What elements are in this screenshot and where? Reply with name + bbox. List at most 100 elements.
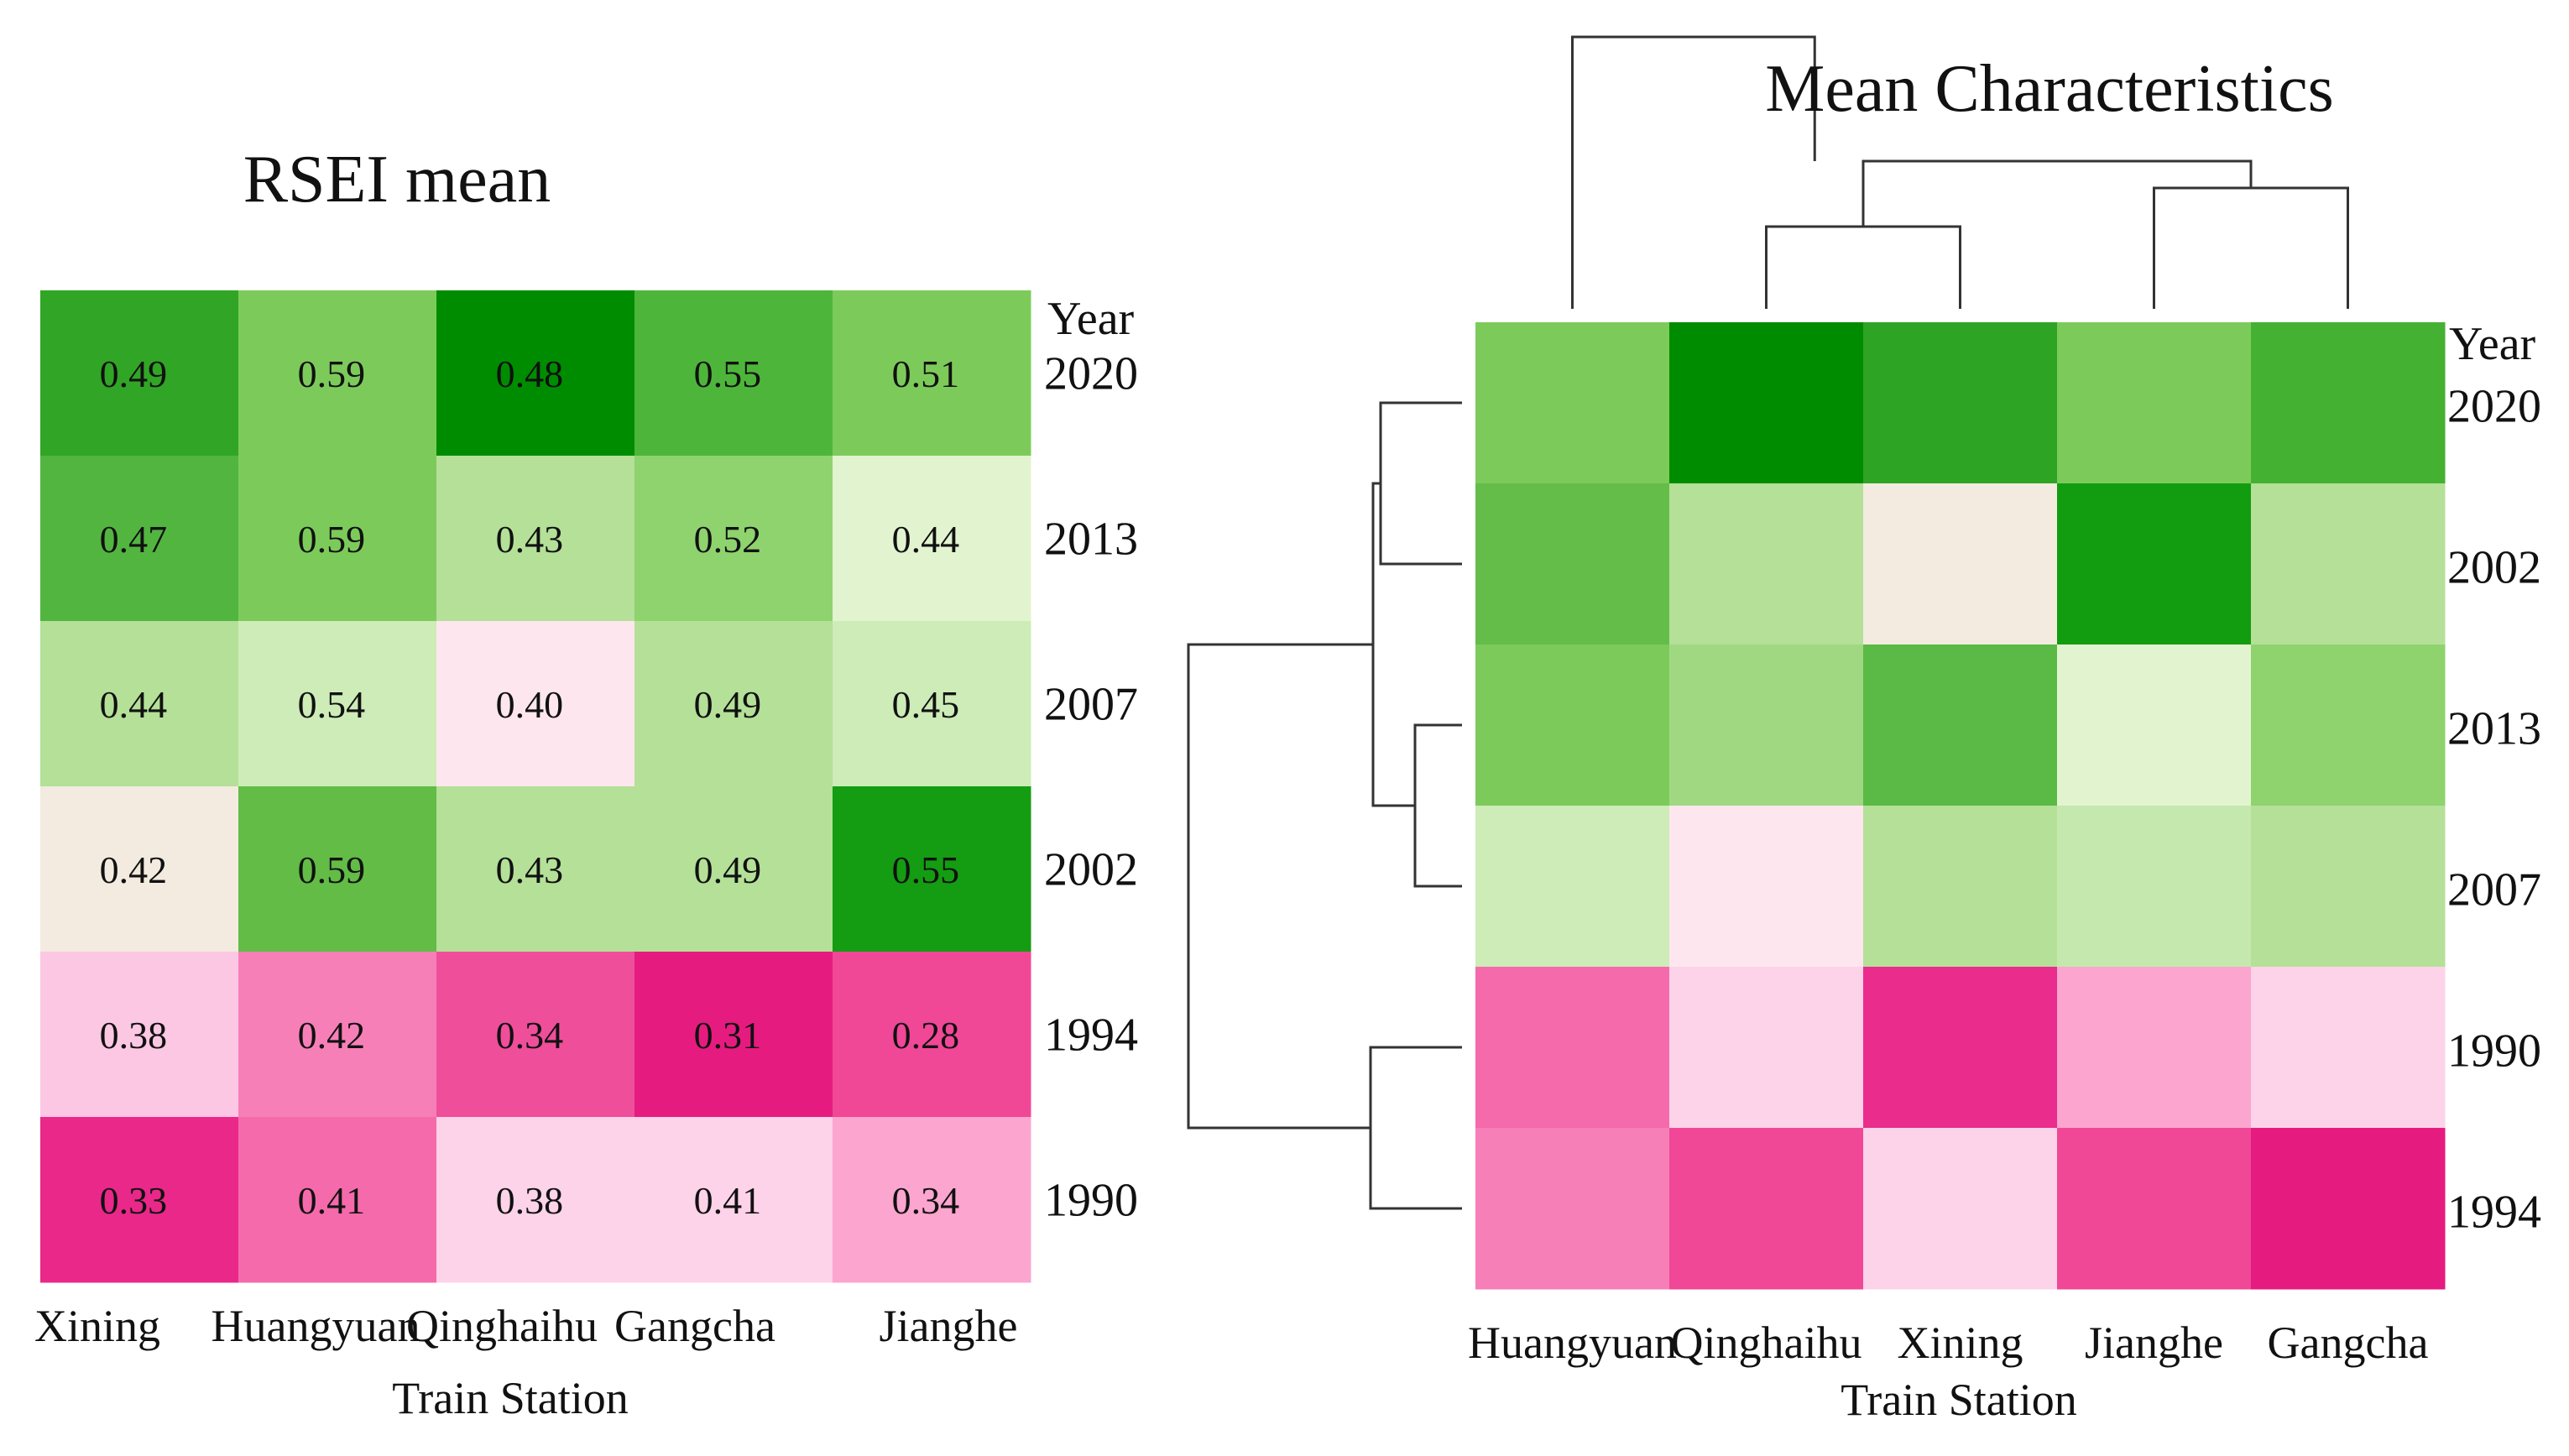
cell-huangyuan-1994: [238, 952, 437, 1118]
cell-jianghe-1994: [2057, 1128, 2252, 1290]
cell-gangcha-2002: [2251, 483, 2446, 645]
cell-gangcha-1994: [634, 952, 833, 1118]
row-dendrogram: [1187, 401, 1462, 1210]
cell-qinghaihu-2020: [1669, 322, 1864, 484]
rsei-mean-x-axis-label: Train Station: [392, 1373, 629, 1423]
cell-value-huangyuan-2020: 0.59: [298, 352, 366, 395]
cell-value-qinghaihu-1990: 0.38: [496, 1179, 564, 1222]
cell-value-huangyuan-2013: 0.59: [298, 518, 366, 561]
cell-xining-2007: [40, 621, 239, 787]
cell-value-xining-2020: 0.49: [100, 352, 168, 395]
year-label-2013: 2013: [1044, 513, 1138, 565]
cell-value-gangcha-2013: 0.52: [694, 518, 762, 561]
cell-xining-2020: [40, 290, 239, 457]
cell-value-huangyuan-2002: 0.59: [298, 848, 366, 891]
cell-value-qinghaihu-2002: 0.43: [496, 848, 564, 891]
cell-value-huangyuan-1994: 0.42: [298, 1014, 366, 1057]
year-label-1990: 1990: [1044, 1174, 1138, 1226]
cell-qinghaihu-2020: [436, 290, 635, 457]
rsei-mean-year-labels: 2020 2013 2007 2002 1994 1990: [1044, 347, 1138, 1226]
cell-gangcha-2020: [2251, 322, 2446, 484]
cell-gangcha-2013: [634, 456, 833, 622]
cell-qinghaihu-1990: [1669, 967, 1864, 1129]
cell-value-qinghaihu-2007: 0.40: [496, 683, 564, 726]
year-label-2002: 2002: [2447, 541, 2541, 593]
cell-value-xining-2013: 0.47: [100, 518, 168, 561]
cell-huangyuan-1990: [1475, 967, 1670, 1129]
cell-gangcha-2013: [2251, 645, 2446, 806]
rsei-mean-year-header: Year: [1047, 293, 1135, 345]
mean-characteristics-heatmap: Mean Characteristics Year 20202002201320…: [1187, 35, 2541, 1425]
cell-huangyuan-2002: [1475, 483, 1670, 645]
year-label-2020: 2020: [1044, 347, 1138, 399]
cell-value-xining-1994: 0.38: [100, 1014, 168, 1057]
cell-xining-2013: [1863, 645, 2058, 806]
row-branch-2013-2007: [1413, 723, 1462, 888]
cell-xining-1990: [40, 1117, 239, 1283]
cell-value-gangcha-1994: 0.31: [694, 1014, 762, 1057]
cell-gangcha-1990: [2251, 967, 2446, 1129]
cell-qinghaihu-2013: [436, 456, 635, 622]
cell-huangyuan-2002: [238, 786, 437, 952]
cell-value-huangyuan-1990: 0.41: [298, 1179, 366, 1222]
cell-jianghe-1994: [833, 952, 1031, 1118]
cell-huangyuan-2020: [238, 290, 437, 457]
cell-jianghe-2013: [833, 456, 1031, 622]
cell-value-qinghaihu-1994: 0.34: [496, 1014, 564, 1057]
cell-value-qinghaihu-2013: 0.43: [496, 518, 564, 561]
col-branch-qinghaihu-xining: [1765, 225, 1961, 309]
col-branch-root: [1571, 35, 1816, 309]
row-branch-root: [1187, 643, 1373, 1130]
cell-value-jianghe-2007: 0.45: [892, 683, 960, 726]
rsei-mean-cells: 0.49 0.59 0.48 0.55 0.51 0.47 0.59 0.43 0.52 0.44…: [40, 290, 1031, 1283]
cell-huangyuan-1994: [1475, 1128, 1670, 1290]
year-label-2002: 2002: [1044, 843, 1138, 895]
cell-gangcha-2007: [634, 621, 833, 787]
cell-value-gangcha-2007: 0.49: [694, 683, 762, 726]
cell-gangcha-2020: [634, 290, 833, 457]
cell-xining-2013: [40, 456, 239, 622]
cell-qinghaihu-2002: [436, 786, 635, 952]
cell-value-jianghe-1990: 0.34: [892, 1179, 960, 1222]
cell-qinghaihu-2007: [1669, 806, 1864, 968]
row-branch-2020-2002: [1379, 401, 1462, 566]
cell-value-jianghe-2013: 0.44: [892, 518, 960, 561]
column-dendrogram: [1571, 35, 2349, 309]
cell-value-gangcha-2020: 0.55: [694, 352, 762, 395]
cell-jianghe-2013: [2057, 645, 2252, 806]
cell-jianghe-2002: [2057, 483, 2252, 645]
row-branch-1990-1994: [1369, 1046, 1462, 1210]
cell-qinghaihu-2002: [1669, 483, 1864, 645]
cell-jianghe-2020: [833, 290, 1031, 457]
cell-jianghe-1990: [833, 1117, 1031, 1283]
cell-value-jianghe-2002: 0.55: [892, 848, 960, 891]
col-branch-jianghe-gangcha: [2153, 186, 2349, 309]
cell-xining-1990: [1863, 967, 2058, 1129]
rsei-mean-heatmap: RSEI mean 0.49 0.59 0.48 0.55 0.510.47 0.59 0.…: [34, 143, 1138, 1423]
station-label-xining: Xining: [34, 1301, 160, 1351]
year-label-1990: 1990: [2447, 1025, 2541, 1077]
station-label-gangcha: Gangcha: [614, 1301, 775, 1351]
year-label-1994: 1994: [1044, 1009, 1138, 1061]
cell-gangcha-2002: [634, 786, 833, 952]
cell-gangcha-1990: [634, 1117, 833, 1283]
year-label-2007: 2007: [2447, 864, 2541, 916]
cell-jianghe-2020: [2057, 322, 2252, 484]
cell-qinghaihu-2013: [1669, 645, 1864, 806]
year-label-2013: 2013: [2447, 702, 2541, 754]
cell-gangcha-2007: [2251, 806, 2446, 968]
cell-jianghe-2002: [833, 786, 1031, 952]
station-label-jianghe: Jianghe: [880, 1301, 1018, 1351]
cell-huangyuan-2020: [1475, 322, 1670, 484]
station-label-huangyuan: Huangyuan: [1468, 1318, 1677, 1368]
cell-huangyuan-2013: [1475, 645, 1670, 806]
cell-jianghe-1990: [2057, 967, 2252, 1129]
station-label-qinghaihu: Qinghaihu: [406, 1301, 598, 1351]
cell-value-jianghe-2020: 0.51: [892, 352, 960, 395]
cell-value-xining-2007: 0.44: [100, 683, 168, 726]
year-label-1994: 1994: [2447, 1186, 2541, 1238]
mean-characteristics-cells: [1475, 322, 2446, 1290]
